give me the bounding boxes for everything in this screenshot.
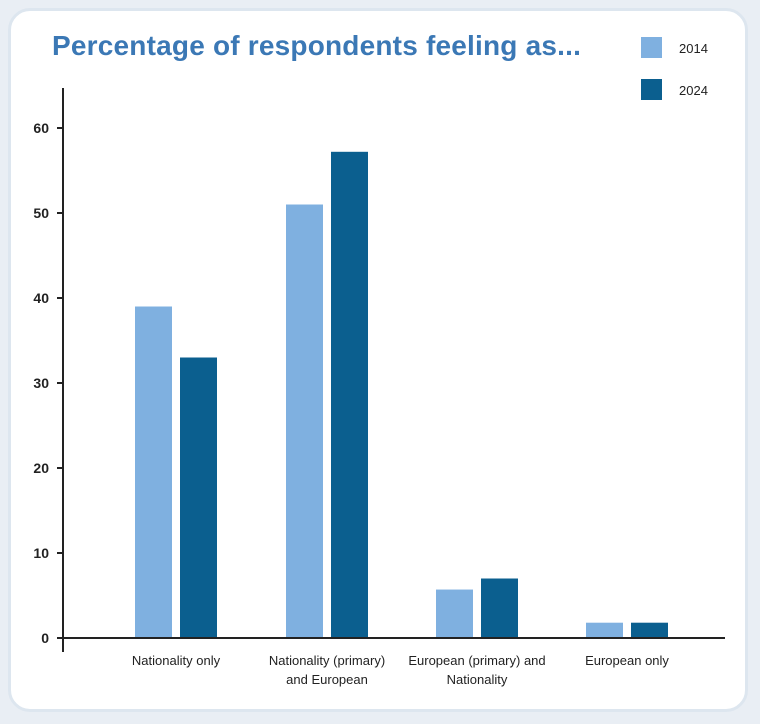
bar-2014-2 bbox=[286, 204, 323, 638]
y-tick-label-30: 30 bbox=[33, 375, 49, 391]
legend-label-2024: 2024 bbox=[679, 83, 708, 98]
bar-2024-4 bbox=[631, 622, 668, 638]
y-tick-label-50: 50 bbox=[33, 205, 49, 221]
category-label-1-line-1: Nationality only bbox=[132, 653, 221, 668]
y-tick-label-10: 10 bbox=[33, 545, 49, 561]
bar-2024-1 bbox=[180, 357, 217, 638]
chart-card bbox=[8, 8, 748, 712]
y-axis: 0 10 20 30 40 50 60 bbox=[33, 88, 64, 652]
y-tick-label-0: 0 bbox=[41, 630, 49, 646]
legend: 2014 2024 bbox=[641, 37, 708, 100]
bars bbox=[135, 151, 668, 639]
y-tick-label-60: 60 bbox=[33, 120, 49, 136]
legend-swatch-2024 bbox=[641, 79, 662, 100]
category-label-4-line-1: European only bbox=[585, 653, 669, 668]
chart-title: Percentage of respondents feeling as... bbox=[52, 30, 582, 61]
bar-2024-2 bbox=[331, 151, 368, 639]
category-label-3-line-1: European (primary) and bbox=[408, 653, 545, 668]
bar-2024-3 bbox=[481, 578, 518, 638]
legend-label-2014: 2014 bbox=[679, 41, 708, 56]
category-label-2-line-1: Nationality (primary) bbox=[269, 653, 385, 668]
bar-2014-3 bbox=[436, 589, 473, 638]
bar-2014-4 bbox=[586, 622, 623, 638]
legend-swatch-2014 bbox=[641, 37, 662, 58]
y-tick-label-20: 20 bbox=[33, 460, 49, 476]
bar-2014-1 bbox=[135, 306, 172, 638]
y-tick-label-40: 40 bbox=[33, 290, 49, 306]
category-label-2-line-2: and European bbox=[286, 672, 368, 687]
category-label-3-line-2: Nationality bbox=[447, 672, 508, 687]
x-axis: Nationality only Nationality (primary) and… bbox=[57, 637, 725, 687]
